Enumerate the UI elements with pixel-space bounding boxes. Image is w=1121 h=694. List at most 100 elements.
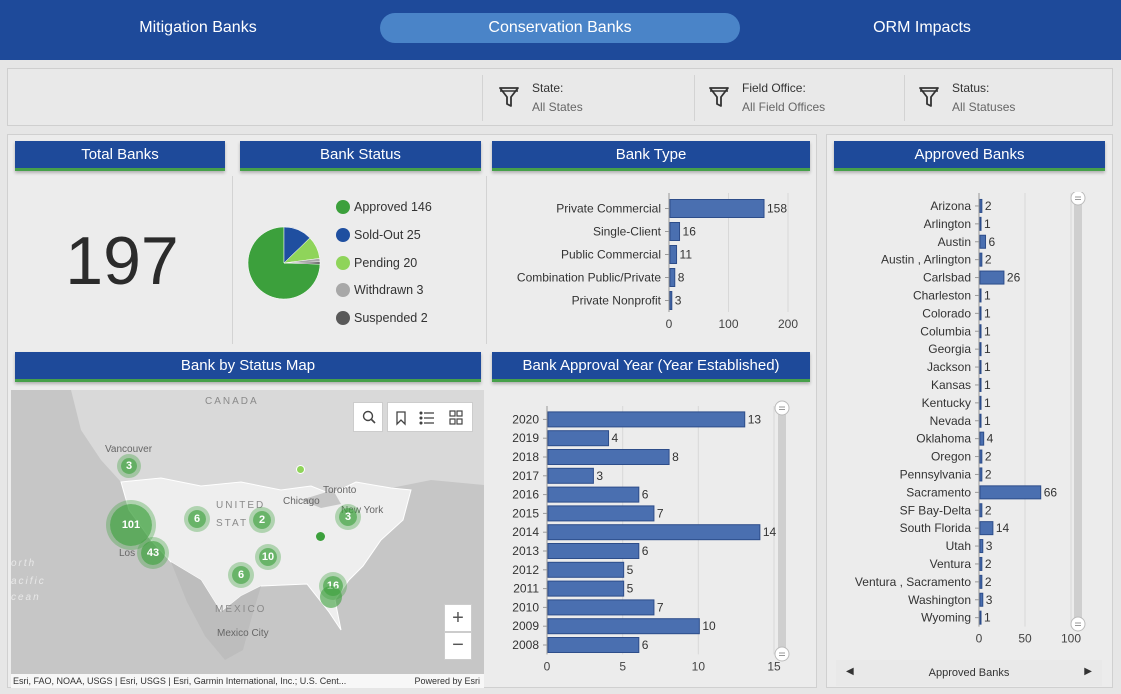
bar-value-label: 1 [984, 360, 991, 374]
bar[interactable] [669, 291, 673, 310]
bar[interactable] [547, 430, 610, 447]
map-cluster[interactable]: 10 [255, 544, 281, 570]
map-cluster[interactable]: 43 [137, 537, 169, 569]
map-point[interactable] [316, 532, 325, 541]
zoom-in-button[interactable]: + [444, 604, 472, 632]
basemap-gallery-icon [449, 410, 463, 425]
legend-swatch [336, 311, 350, 325]
bar[interactable] [979, 485, 1042, 500]
bar[interactable] [979, 234, 987, 249]
category-label: 2012 [512, 563, 539, 577]
pie-slice[interactable] [283, 261, 321, 265]
bar-value-label: 5 [627, 582, 634, 596]
state-filter-value[interactable]: All States [532, 100, 583, 114]
bar[interactable] [547, 543, 640, 559]
bar-value-label: 1 [984, 288, 991, 302]
scroll-left-arrow-icon[interactable]: ◀ [846, 666, 854, 677]
bar[interactable] [979, 431, 985, 446]
bar[interactable] [979, 592, 984, 607]
bar[interactable] [669, 222, 681, 241]
category-label: Public Commercial [561, 248, 661, 262]
bar-value-label: 4 [612, 431, 619, 445]
category-label: 2018 [512, 450, 539, 464]
category-label: Arlington [924, 217, 971, 231]
bar[interactable] [979, 503, 983, 518]
scroll-handle[interactable] [1070, 616, 1086, 632]
bar[interactable] [547, 449, 670, 465]
category-label: Kansas [931, 378, 971, 392]
bar[interactable] [979, 467, 983, 482]
bar[interactable] [979, 574, 983, 589]
map-cluster[interactable]: 3 [117, 454, 141, 478]
scroll-right-arrow-icon[interactable]: ▶ [1084, 666, 1092, 677]
category-label: 2020 [512, 412, 539, 426]
bar[interactable] [979, 413, 982, 428]
bar[interactable] [979, 270, 1005, 285]
powered-by-esri[interactable]: Powered by Esri [414, 676, 480, 686]
category-label: Ventura [930, 557, 972, 571]
bar[interactable] [547, 505, 655, 522]
bar[interactable] [979, 288, 982, 303]
bar[interactable] [547, 580, 625, 597]
bar[interactable] [979, 539, 984, 554]
bank-status-map[interactable]: CANADA UNITED STAT Chicago Toronto New Y… [11, 390, 484, 688]
category-label: Carlsbad [923, 271, 971, 285]
bar[interactable] [979, 216, 982, 231]
map-cluster[interactable]: 2 [249, 507, 275, 533]
state-filter[interactable]: State: All States [498, 81, 678, 115]
tab-orm-impacts[interactable]: ORM Impacts [873, 19, 971, 36]
bank-type-title: Bank Type [492, 141, 810, 171]
bar[interactable] [547, 561, 625, 578]
scroll-nav-label: Approved Banks [928, 667, 1010, 679]
field-office-filter[interactable]: Field Office: All Field Offices [708, 81, 898, 115]
map-cluster[interactable]: 6 [184, 506, 210, 532]
tab-mitigation-banks[interactable]: Mitigation Banks [139, 19, 257, 36]
bar[interactable] [547, 637, 640, 653]
zoom-out-button[interactable]: − [444, 632, 472, 660]
bar-value-label: 11 [680, 248, 693, 262]
x-tick-label: 100 [1061, 632, 1081, 646]
bar[interactable] [669, 199, 765, 218]
bar[interactable] [979, 252, 983, 267]
map-cluster[interactable]: 3 [335, 504, 361, 530]
pie-slice[interactable] [247, 226, 321, 300]
status-filter[interactable]: Status: All Statuses [918, 81, 1098, 115]
bar[interactable] [547, 618, 700, 635]
bar[interactable] [547, 467, 594, 484]
bar[interactable] [979, 360, 982, 375]
bar[interactable] [979, 306, 982, 321]
map-label-toronto: Toronto [323, 485, 357, 496]
status-filter-value[interactable]: All Statuses [952, 100, 1016, 114]
scroll-handle[interactable] [774, 400, 790, 416]
bar[interactable] [547, 599, 655, 616]
bar[interactable] [979, 395, 982, 410]
map-point[interactable] [320, 586, 342, 608]
scroll-handle[interactable] [774, 646, 790, 662]
category-label: Private Commercial [556, 202, 661, 216]
tab-conservation-banks[interactable]: Conservation Banks [380, 13, 740, 43]
bar-value-label: 2 [985, 557, 992, 571]
bar[interactable] [979, 377, 982, 392]
bar[interactable] [979, 610, 982, 625]
bar[interactable] [669, 268, 676, 287]
bar[interactable] [547, 411, 746, 428]
bar[interactable] [979, 342, 982, 357]
category-label: 2016 [512, 488, 539, 502]
bar[interactable] [979, 521, 994, 536]
bar[interactable] [979, 324, 982, 339]
bar[interactable] [547, 486, 640, 503]
bar[interactable] [979, 556, 983, 571]
bar[interactable] [547, 524, 761, 541]
bar[interactable] [979, 198, 983, 213]
scroll-handle[interactable] [1070, 192, 1086, 206]
map-cluster[interactable]: 6 [228, 562, 254, 588]
filter-bar: State: All States Field Office: All Fiel… [7, 68, 1113, 126]
bar[interactable] [669, 245, 678, 264]
panel-divider [232, 176, 233, 344]
map-point[interactable] [296, 465, 305, 474]
x-tick-label: 15 [767, 659, 781, 673]
field-office-filter-value[interactable]: All Field Offices [742, 100, 826, 114]
bar[interactable] [979, 449, 983, 464]
state-filter-label: State: [532, 81, 564, 95]
map-search-button[interactable] [353, 402, 383, 432]
